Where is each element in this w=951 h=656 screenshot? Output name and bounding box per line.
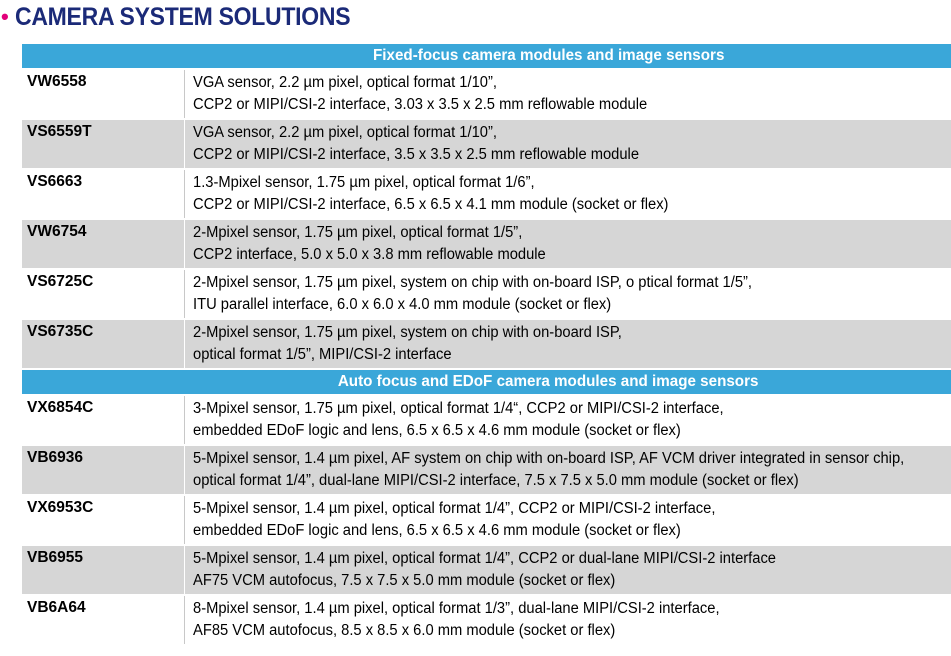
table-row: VS6735C 2-Mpixel sensor, 1.75 µm pixel, … — [22, 320, 951, 370]
description-line: CCP2 or MIPI/CSI-2 interface, 3.03 x 3.5… — [193, 96, 648, 113]
description-line: 1.3-Mpixel sensor, 1.75 µm pixel, optica… — [193, 174, 535, 191]
description-line: VGA sensor, 2.2 µm pixel, optical format… — [193, 74, 497, 91]
description-line: 2-Mpixel sensor, 1.75 µm pixel, system o… — [193, 274, 753, 291]
description-line: 5-Mpixel sensor, 1.4 µm pixel, optical f… — [193, 550, 777, 567]
description-line: 3-Mpixel sensor, 1.75 µm pixel, optical … — [193, 400, 724, 417]
description-line: VGA sensor, 2.2 µm pixel, optical format… — [193, 124, 497, 141]
description-line: embedded EDoF logic and lens, 6.5 x 6.5 … — [193, 522, 681, 539]
part-description: VGA sensor, 2.2 µm pixel, optical format… — [185, 120, 951, 168]
part-number: VB6936 — [22, 446, 185, 494]
part-number: VS6559T — [22, 120, 185, 168]
description-line: CCP2 or MIPI/CSI-2 interface, 3.5 x 3.5 … — [193, 146, 640, 163]
description-line: CCP2 or MIPI/CSI-2 interface, 6.5 x 6.5 … — [193, 196, 669, 213]
part-number: VW6558 — [22, 70, 185, 118]
table-row: VS6559T VGA sensor, 2.2 µm pixel, optica… — [22, 120, 951, 170]
part-description: 5-Mpixel sensor, 1.4 µm pixel, optical f… — [185, 546, 951, 594]
description-line: optical format 1/5”, MIPI/CSI-2 interfac… — [193, 346, 452, 363]
part-number: VS6725C — [22, 270, 185, 318]
section-header-label: Fixed-focus camera modules and image sen… — [372, 47, 724, 64]
part-description: 5-Mpixel sensor, 1.4 µm pixel, AF system… — [185, 446, 951, 494]
section-header-fixed-focus: Fixed-focus camera modules and image sen… — [22, 44, 951, 70]
description-line: 8-Mpixel sensor, 1.4 µm pixel, optical f… — [193, 600, 720, 617]
description-line: CCP2 interface, 5.0 x 5.0 x 3.8 mm reflo… — [193, 246, 546, 263]
description-line: ITU parallel interface, 6.0 x 6.0 x 4.0 … — [193, 296, 612, 313]
table-row: VX6854C 3-Mpixel sensor, 1.75 µm pixel, … — [22, 396, 951, 446]
part-number: VW6754 — [22, 220, 185, 268]
table-row: VB6936 5-Mpixel sensor, 1.4 µm pixel, AF… — [22, 446, 951, 496]
part-description: 8-Mpixel sensor, 1.4 µm pixel, optical f… — [185, 596, 951, 644]
bullet-icon: • — [1, 4, 9, 29]
description-line: 2-Mpixel sensor, 1.75 µm pixel, system o… — [193, 324, 622, 341]
part-description: 2-Mpixel sensor, 1.75 µm pixel, system o… — [185, 270, 951, 318]
description-line: AF75 VCM autofocus, 7.5 x 7.5 x 5.0 mm m… — [193, 572, 616, 589]
table-row: VS6725C 2-Mpixel sensor, 1.75 µm pixel, … — [22, 270, 951, 320]
part-number: VB6A64 — [22, 596, 185, 644]
part-number: VX6854C — [22, 396, 185, 444]
table-row: VW6754 2-Mpixel sensor, 1.75 µm pixel, o… — [22, 220, 951, 270]
table-row: VS6663 1.3-Mpixel sensor, 1.75 µm pixel,… — [22, 170, 951, 220]
part-description: 3-Mpixel sensor, 1.75 µm pixel, optical … — [185, 396, 951, 444]
description-line: 5-Mpixel sensor, 1.4 µm pixel, optical f… — [193, 500, 716, 517]
part-number: VX6953C — [22, 496, 185, 544]
description-line: 2-Mpixel sensor, 1.75 µm pixel, optical … — [193, 224, 523, 241]
table-row: VB6955 5-Mpixel sensor, 1.4 µm pixel, op… — [22, 546, 951, 596]
part-description: 5-Mpixel sensor, 1.4 µm pixel, optical f… — [185, 496, 951, 544]
section-header-auto-focus: Auto focus and EDoF camera modules and i… — [22, 370, 951, 396]
section-header-label: Auto focus and EDoF camera modules and i… — [337, 373, 759, 390]
table-row: VB6A64 8-Mpixel sensor, 1.4 µm pixel, op… — [22, 596, 951, 646]
page-title-text: CAMERA SYSTEM SOLUTIONS — [14, 2, 351, 31]
description-line: 5-Mpixel sensor, 1.4 µm pixel, AF system… — [193, 450, 905, 467]
part-description: VGA sensor, 2.2 µm pixel, optical format… — [185, 70, 951, 118]
part-number: VS6735C — [22, 320, 185, 368]
part-description: 2-Mpixel sensor, 1.75 µm pixel, optical … — [185, 220, 951, 268]
description-line: embedded EDoF logic and lens, 6.5 x 6.5 … — [193, 422, 681, 439]
part-number: VS6663 — [22, 170, 185, 218]
part-number: VB6955 — [22, 546, 185, 594]
table-row: VX6953C 5-Mpixel sensor, 1.4 µm pixel, o… — [22, 496, 951, 546]
part-description: 2-Mpixel sensor, 1.75 µm pixel, system o… — [185, 320, 951, 368]
description-line: optical format 1/4”, dual-lane MIPI/CSI-… — [193, 472, 799, 489]
table-row: VW6558 VGA sensor, 2.2 µm pixel, optical… — [22, 70, 951, 120]
product-table: Fixed-focus camera modules and image sen… — [22, 44, 951, 646]
page-title: • CAMERA SYSTEM SOLUTIONS — [0, 0, 379, 34]
description-line: AF85 VCM autofocus, 8.5 x 8.5 x 6.0 mm m… — [193, 622, 616, 639]
part-description: 1.3-Mpixel sensor, 1.75 µm pixel, optica… — [185, 170, 951, 218]
